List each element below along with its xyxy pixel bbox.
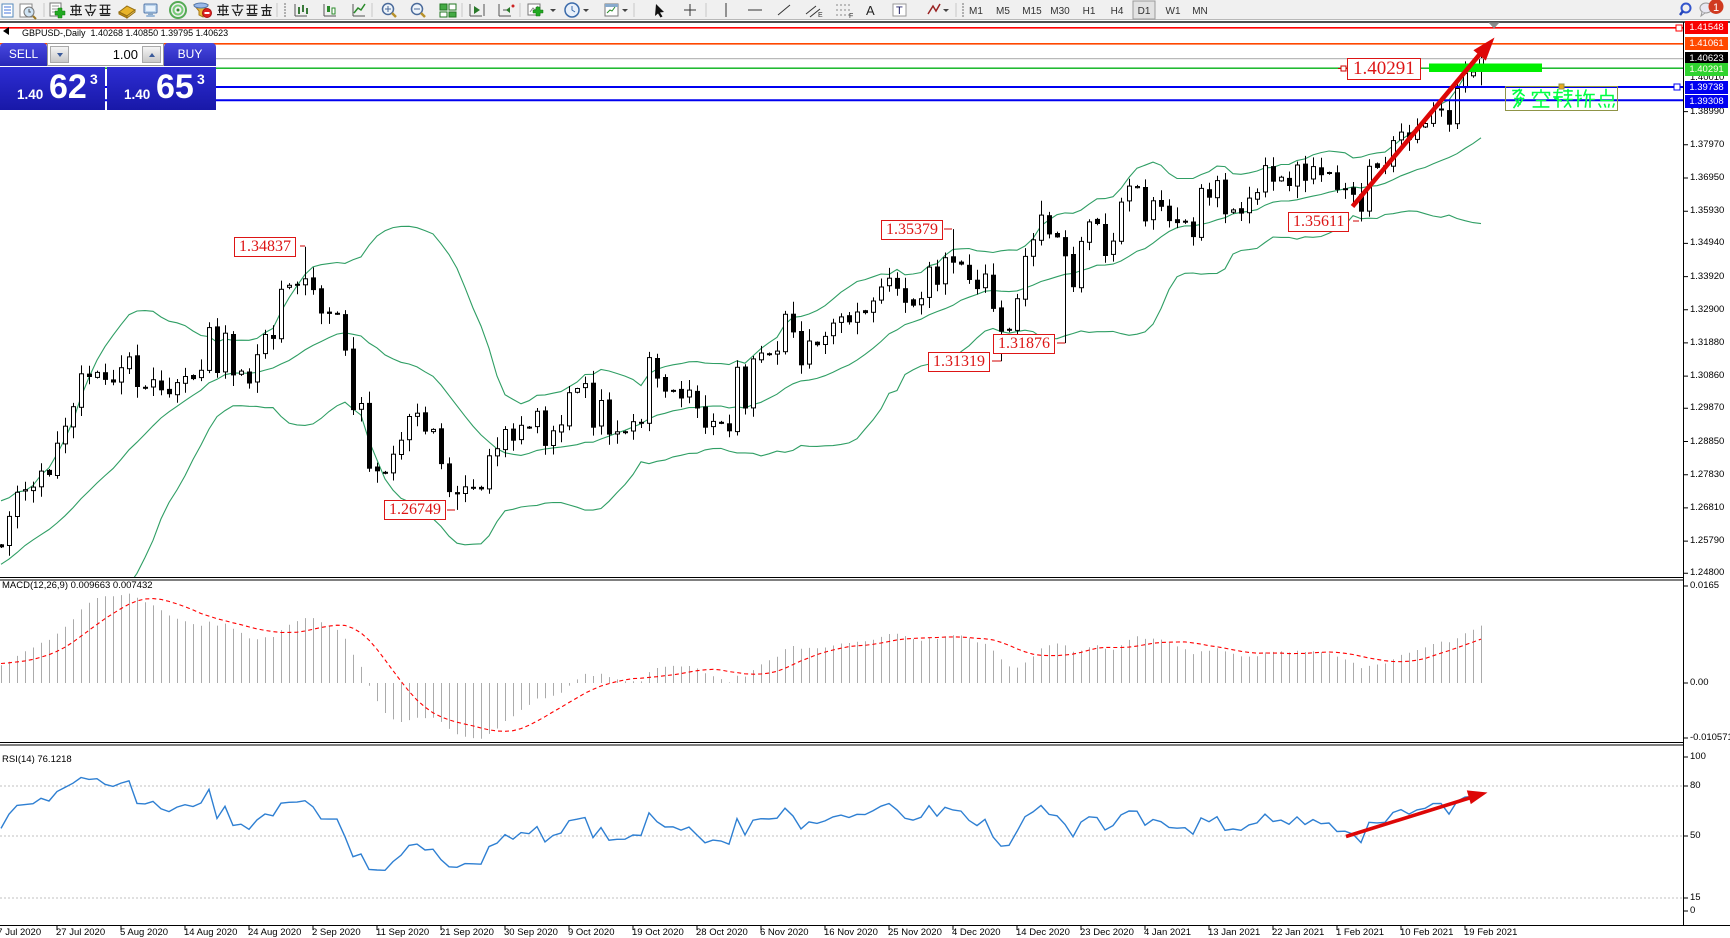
- svg-text:M30: M30: [1050, 6, 1070, 17]
- svg-text:F: F: [849, 13, 853, 20]
- svg-text:W1: W1: [1166, 6, 1181, 17]
- svg-text:E: E: [818, 12, 823, 19]
- svg-text:H1: H1: [1083, 6, 1096, 17]
- svg-text:D1: D1: [1138, 6, 1151, 17]
- svg-text:M1: M1: [969, 6, 983, 17]
- svg-text:T: T: [896, 5, 903, 17]
- svg-text:1: 1: [1713, 2, 1719, 14]
- svg-text:H4: H4: [1111, 6, 1124, 17]
- svg-text:MN: MN: [1192, 6, 1208, 17]
- svg-text:M15: M15: [1022, 6, 1042, 17]
- svg-text:M5: M5: [996, 6, 1010, 17]
- svg-text:A: A: [866, 3, 875, 18]
